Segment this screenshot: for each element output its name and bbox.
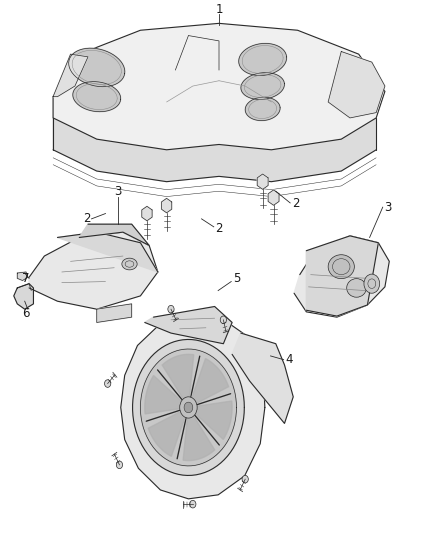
Text: 2: 2 <box>292 198 300 211</box>
Ellipse shape <box>347 279 366 297</box>
Ellipse shape <box>328 255 354 279</box>
Circle shape <box>168 305 174 313</box>
Polygon shape <box>73 82 121 112</box>
Circle shape <box>220 316 226 324</box>
Polygon shape <box>121 314 265 499</box>
Text: 1: 1 <box>215 3 223 15</box>
Polygon shape <box>162 354 194 400</box>
Polygon shape <box>257 174 268 189</box>
Polygon shape <box>306 236 378 316</box>
Polygon shape <box>142 206 152 221</box>
Polygon shape <box>141 349 237 466</box>
Polygon shape <box>148 411 185 456</box>
Polygon shape <box>14 284 33 309</box>
Polygon shape <box>17 272 28 280</box>
Polygon shape <box>241 72 284 100</box>
Circle shape <box>184 402 193 413</box>
Text: 3: 3 <box>114 185 121 198</box>
Polygon shape <box>191 359 229 403</box>
Polygon shape <box>97 304 132 322</box>
Polygon shape <box>133 340 244 475</box>
Polygon shape <box>29 232 158 309</box>
Text: 4: 4 <box>286 353 293 366</box>
Circle shape <box>105 379 111 387</box>
Text: 2: 2 <box>215 222 223 235</box>
Polygon shape <box>53 118 376 182</box>
Polygon shape <box>57 232 158 272</box>
Polygon shape <box>162 198 172 213</box>
Polygon shape <box>268 190 279 205</box>
Polygon shape <box>183 415 215 461</box>
Polygon shape <box>294 236 389 317</box>
Text: 2: 2 <box>83 212 90 225</box>
Text: 5: 5 <box>233 272 240 285</box>
Circle shape <box>180 397 197 418</box>
Text: 3: 3 <box>384 200 392 214</box>
Polygon shape <box>195 401 232 439</box>
Circle shape <box>117 461 123 469</box>
Circle shape <box>242 475 248 483</box>
Polygon shape <box>53 54 88 96</box>
Polygon shape <box>239 43 286 76</box>
Text: 7: 7 <box>22 272 30 285</box>
Ellipse shape <box>122 258 137 270</box>
Polygon shape <box>145 375 182 414</box>
Polygon shape <box>145 306 232 344</box>
Circle shape <box>364 274 380 293</box>
Polygon shape <box>69 48 125 87</box>
Polygon shape <box>232 333 293 423</box>
Circle shape <box>190 500 196 508</box>
Polygon shape <box>79 224 149 245</box>
Polygon shape <box>53 23 385 150</box>
Polygon shape <box>328 52 385 118</box>
Polygon shape <box>245 97 280 120</box>
Text: 6: 6 <box>22 307 30 320</box>
